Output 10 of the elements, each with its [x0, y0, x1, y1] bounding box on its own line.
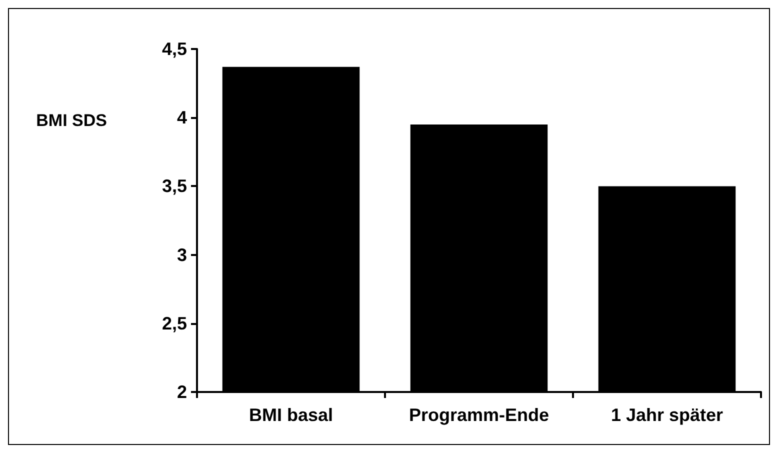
- y-tick-label: 3,5: [162, 176, 187, 196]
- y-tick-label: 2: [176, 382, 187, 402]
- x-tick-label: 1 Jahr später: [610, 405, 724, 425]
- x-tick-label: Programm-Ende: [408, 405, 550, 425]
- x-tick-label: BMI basal: [248, 405, 334, 425]
- y-axis-title: BMI SDS: [36, 111, 107, 130]
- y-tick-label: 4,5: [162, 39, 187, 59]
- y-tick-label: 3: [176, 244, 187, 265]
- y-tick-label: 2,5: [162, 313, 187, 334]
- y-tick-label: 4: [176, 108, 187, 128]
